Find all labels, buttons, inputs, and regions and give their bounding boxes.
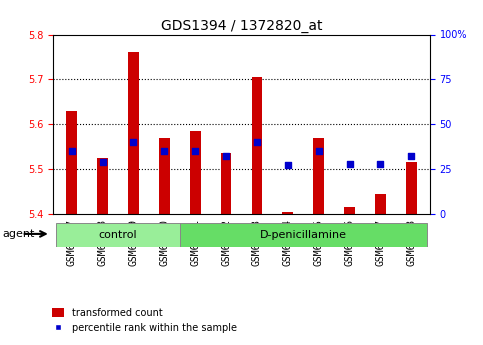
Text: D-penicillamine: D-penicillamine bbox=[260, 230, 347, 239]
Point bbox=[284, 163, 292, 168]
Bar bbox=[283, 212, 293, 214]
Point bbox=[315, 148, 323, 154]
Bar bbox=[128, 52, 139, 214]
Bar bbox=[406, 162, 417, 214]
Point bbox=[253, 139, 261, 145]
Text: agent: agent bbox=[2, 229, 35, 239]
Text: control: control bbox=[99, 230, 137, 239]
Bar bbox=[56, 223, 180, 247]
Bar bbox=[344, 207, 355, 214]
Point bbox=[191, 148, 199, 154]
Bar bbox=[66, 111, 77, 214]
Point bbox=[160, 148, 168, 154]
Bar bbox=[221, 154, 231, 214]
Bar bbox=[252, 77, 262, 214]
Legend: transformed count, percentile rank within the sample: transformed count, percentile rank withi… bbox=[48, 304, 241, 337]
Bar bbox=[97, 158, 108, 214]
Point bbox=[346, 161, 354, 166]
Title: GDS1394 / 1372820_at: GDS1394 / 1372820_at bbox=[161, 19, 322, 33]
Point bbox=[408, 154, 415, 159]
Point bbox=[99, 159, 106, 165]
Point bbox=[68, 148, 75, 154]
Bar bbox=[375, 194, 386, 214]
Bar bbox=[190, 131, 200, 214]
Point bbox=[129, 139, 137, 145]
Point bbox=[377, 161, 384, 166]
Bar bbox=[180, 223, 427, 247]
Bar bbox=[313, 138, 324, 214]
Point bbox=[222, 154, 230, 159]
Bar bbox=[159, 138, 170, 214]
